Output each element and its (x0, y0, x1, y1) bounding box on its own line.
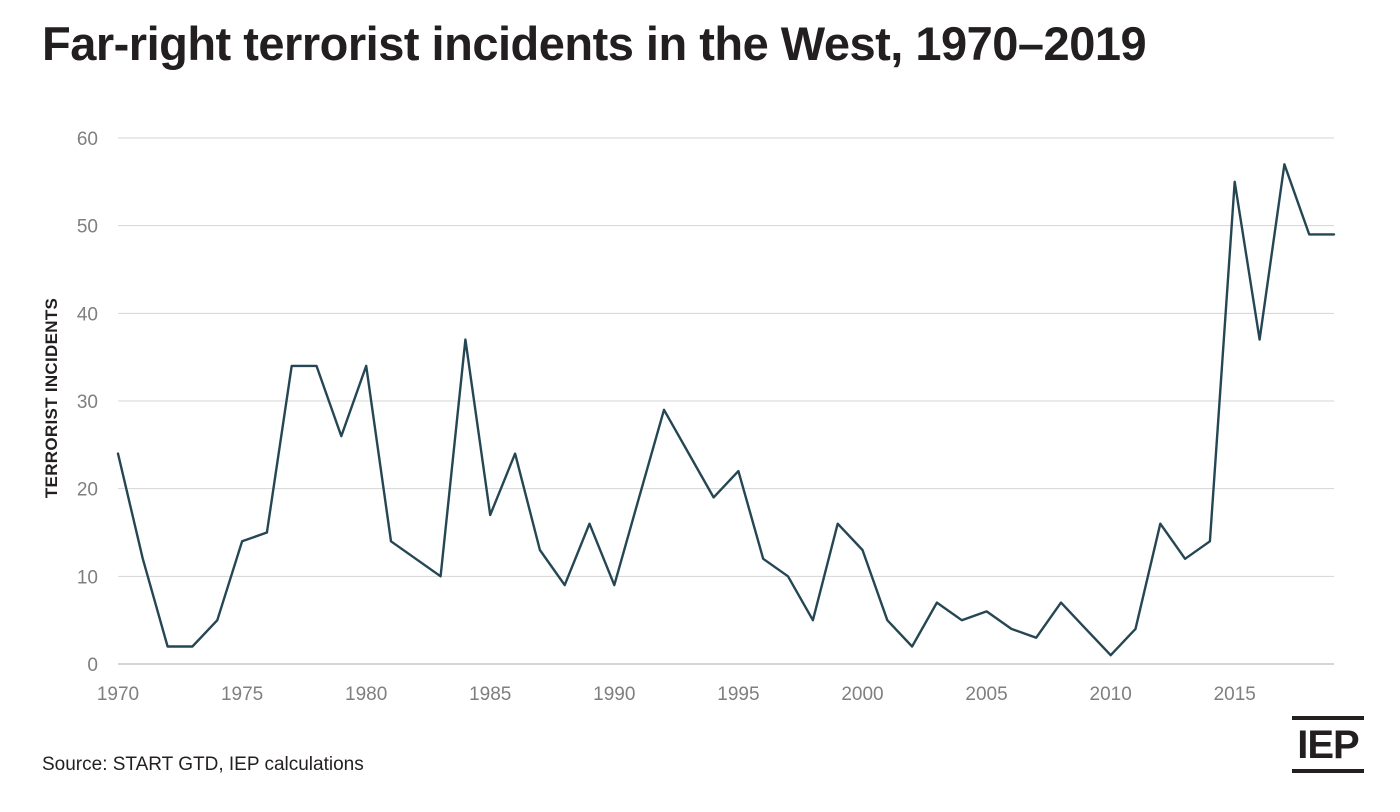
y-tick-label: 50 (77, 217, 98, 238)
data-point-2014 (1207, 539, 1212, 544)
data-point-1980 (364, 363, 369, 368)
data-point-2018 (1307, 232, 1312, 237)
data-point-1970 (116, 451, 121, 456)
data-point-2013 (1183, 556, 1188, 561)
series-layer (116, 163, 1336, 657)
data-point-2011 (1133, 626, 1138, 631)
logo-text: IEP (1297, 723, 1359, 767)
data-point-1984 (463, 337, 468, 342)
x-tick-label: 2015 (1214, 684, 1256, 705)
y-tick-label: 10 (77, 567, 98, 588)
x-tick-label: 2005 (965, 684, 1007, 705)
data-point-2015 (1232, 179, 1237, 184)
gridlines (118, 137, 1334, 665)
data-point-1991 (637, 495, 642, 500)
x-tick-label: 2010 (1090, 684, 1132, 705)
data-point-1993 (686, 451, 691, 456)
y-axis-label: TERRORIST INCIDENTS (42, 298, 61, 498)
data-point-1974 (215, 618, 220, 623)
data-point-2019 (1332, 232, 1337, 237)
data-point-1996 (761, 556, 766, 561)
data-point-1975 (240, 539, 245, 544)
data-point-1977 (289, 363, 294, 368)
data-point-2005 (984, 609, 989, 614)
data-point-1971 (140, 556, 145, 561)
y-tick-label: 30 (77, 392, 98, 413)
data-point-1983 (438, 574, 443, 579)
data-point-1979 (339, 434, 344, 439)
data-point-1994 (711, 495, 716, 500)
x-tick-label: 1990 (593, 684, 635, 705)
data-point-2008 (1059, 600, 1064, 605)
data-point-1976 (264, 530, 269, 535)
data-point-2009 (1083, 626, 1088, 631)
data-point-2000 (860, 548, 865, 553)
data-point-2004 (959, 618, 964, 623)
data-point-2001 (885, 618, 890, 623)
x-tick-label: 1995 (717, 684, 759, 705)
x-tick-label: 2000 (841, 684, 883, 705)
data-point-1982 (413, 556, 418, 561)
x-tick-label: 1985 (469, 684, 511, 705)
data-point-2002 (910, 644, 915, 649)
x-tick-label: 1980 (345, 684, 387, 705)
data-point-1992 (661, 407, 666, 412)
x-tick-label: 1975 (221, 684, 263, 705)
data-point-2007 (1034, 635, 1039, 640)
y-tick-label: 60 (77, 129, 98, 150)
data-points (116, 162, 1337, 658)
y-tick-label: 20 (77, 480, 98, 501)
logo-top-bar (1292, 716, 1364, 720)
data-point-2003 (934, 600, 939, 605)
y-axis-ticks: 0 10 20 30 40 50 60 (77, 129, 98, 676)
x-tick-label: 1970 (97, 684, 139, 705)
chart-title: Far-right terrorist incidents in the Wes… (42, 17, 1147, 70)
y-tick-label: 40 (77, 304, 98, 325)
data-point-1985 (488, 512, 493, 517)
data-point-1989 (587, 521, 592, 526)
iep-logo: IEP (1292, 716, 1364, 774)
y-tick-label: 0 (87, 655, 98, 676)
data-point-2010 (1108, 653, 1113, 658)
series-line-0 (116, 163, 1336, 657)
source-note: Source: START GTD, IEP calculations (42, 754, 364, 775)
data-point-1986 (513, 451, 518, 456)
data-point-2006 (1009, 626, 1014, 631)
data-point-1990 (612, 583, 617, 588)
data-point-1997 (786, 574, 791, 579)
data-point-2016 (1257, 337, 1262, 342)
data-point-1995 (736, 469, 741, 474)
data-point-2017 (1282, 162, 1287, 167)
data-point-1972 (165, 644, 170, 649)
logo-bottom-bar (1292, 769, 1364, 773)
data-point-1978 (314, 363, 319, 368)
data-point-1987 (537, 548, 542, 553)
data-point-1981 (388, 539, 393, 544)
x-axis-ticks: 1970 1975 1980 1985 1990 1995 2000 2005 2010 2015 (97, 684, 1256, 705)
data-point-2012 (1158, 521, 1163, 526)
data-point-1999 (835, 521, 840, 526)
data-point-1973 (190, 644, 195, 649)
data-point-1998 (810, 618, 815, 623)
data-point-1988 (562, 583, 567, 588)
